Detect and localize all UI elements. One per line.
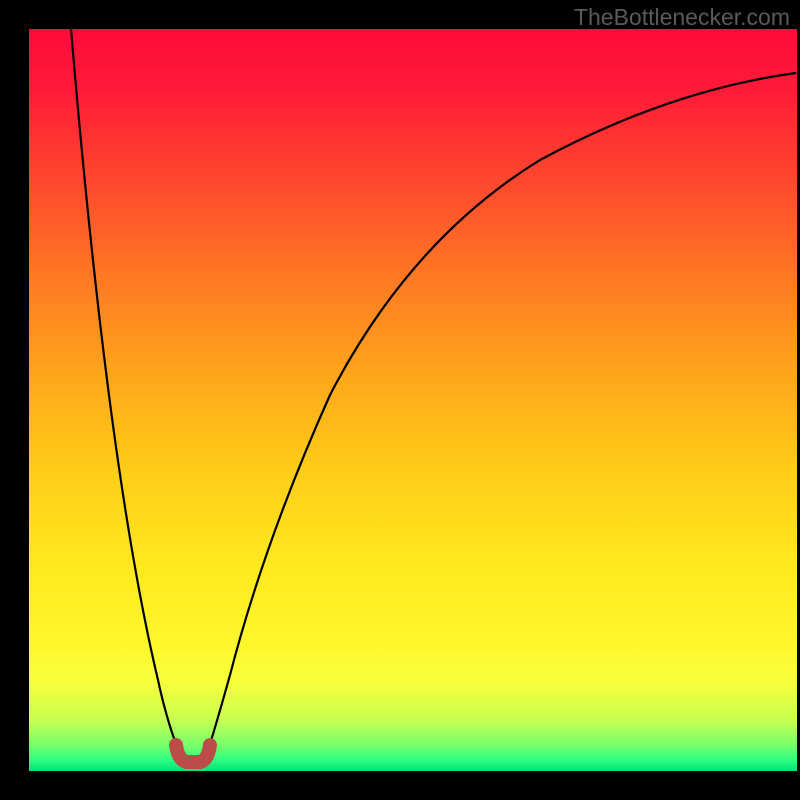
chart-container: { "watermark": { "text": "TheBottlenecke… bbox=[0, 0, 800, 800]
chart-background bbox=[29, 29, 797, 771]
border-bottom bbox=[0, 771, 800, 800]
watermark-text: TheBottlenecker.com bbox=[574, 4, 790, 31]
bottleneck-chart bbox=[0, 0, 800, 800]
border-left bbox=[0, 0, 29, 800]
